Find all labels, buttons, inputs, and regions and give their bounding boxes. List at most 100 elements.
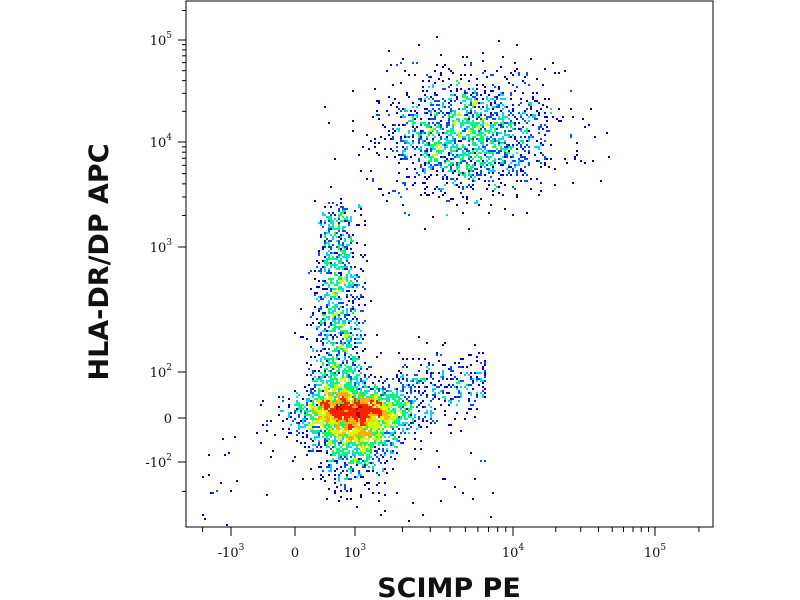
event-point	[412, 400, 414, 402]
event-point	[434, 128, 436, 130]
event-point	[476, 154, 478, 156]
event-point	[402, 158, 404, 160]
event-point	[336, 452, 338, 454]
event-point	[378, 448, 380, 450]
event-point	[460, 122, 462, 124]
event-point	[352, 458, 354, 460]
event-point	[326, 404, 328, 406]
event-point	[484, 114, 486, 116]
event-point	[326, 384, 328, 386]
event-point	[372, 420, 374, 422]
event-point	[348, 374, 350, 376]
event-point	[326, 216, 328, 218]
event-point	[430, 130, 432, 132]
event-point	[516, 148, 518, 150]
event-point	[346, 392, 348, 394]
event-point	[486, 110, 488, 112]
event-point	[382, 386, 384, 388]
event-point	[428, 154, 430, 156]
event-point	[366, 416, 368, 418]
event-point	[324, 438, 326, 440]
event-point	[470, 176, 472, 178]
event-point	[332, 390, 334, 392]
event-point	[362, 146, 364, 148]
event-point	[332, 256, 334, 258]
event-point	[362, 338, 364, 340]
event-point	[372, 446, 374, 448]
event-point	[336, 252, 338, 254]
event-point	[350, 410, 352, 412]
event-point	[350, 280, 352, 282]
event-point	[300, 404, 302, 406]
event-point	[348, 368, 350, 370]
event-point	[362, 464, 364, 466]
event-point	[480, 198, 482, 200]
event-point	[310, 468, 312, 470]
event-point	[498, 192, 500, 194]
event-point	[484, 388, 486, 390]
event-point	[328, 212, 330, 214]
event-point	[394, 422, 396, 424]
event-point	[346, 400, 348, 402]
event-point	[330, 362, 332, 364]
event-point	[338, 474, 340, 476]
event-point	[328, 402, 330, 404]
event-point	[352, 234, 354, 236]
event-point	[504, 98, 506, 100]
event-point	[302, 420, 304, 422]
event-point	[336, 416, 338, 418]
event-point	[440, 110, 442, 112]
event-point	[536, 100, 538, 102]
event-point	[476, 160, 478, 162]
event-point	[320, 332, 322, 334]
event-point	[446, 158, 448, 160]
event-point	[412, 114, 414, 116]
event-point	[524, 112, 526, 114]
event-point	[392, 412, 394, 414]
event-point	[344, 436, 346, 438]
event-point	[330, 426, 332, 428]
event-point	[412, 116, 414, 118]
event-point	[492, 146, 494, 148]
event-point	[462, 100, 464, 102]
event-point	[460, 372, 462, 374]
event-point	[392, 418, 394, 420]
event-point	[468, 164, 470, 166]
event-point	[472, 106, 474, 108]
event-point	[370, 398, 372, 400]
event-point	[466, 98, 468, 100]
event-point	[404, 432, 406, 434]
event-point	[342, 378, 344, 380]
event-point	[318, 222, 320, 224]
event-point	[376, 450, 378, 452]
event-point	[526, 100, 528, 102]
event-point	[332, 418, 334, 420]
event-point	[382, 420, 384, 422]
event-point	[340, 286, 342, 288]
event-point	[360, 438, 362, 440]
event-point	[368, 488, 370, 490]
event-point	[348, 366, 350, 368]
event-point	[366, 438, 368, 440]
event-point	[380, 454, 382, 456]
event-point	[322, 410, 324, 412]
event-point	[436, 104, 438, 106]
event-point	[344, 394, 346, 396]
event-point	[368, 424, 370, 426]
event-point	[328, 122, 330, 124]
event-point	[450, 368, 452, 370]
event-point	[472, 132, 474, 134]
event-point	[330, 420, 332, 422]
event-point	[362, 380, 364, 382]
event-point	[462, 212, 464, 214]
event-point	[554, 72, 556, 74]
event-point	[392, 408, 394, 410]
event-point	[448, 98, 450, 100]
event-point	[340, 420, 342, 422]
event-point	[336, 264, 338, 266]
event-point	[472, 184, 474, 186]
event-point	[324, 480, 326, 482]
event-point	[402, 384, 404, 386]
event-point	[348, 220, 350, 222]
event-point	[450, 70, 452, 72]
